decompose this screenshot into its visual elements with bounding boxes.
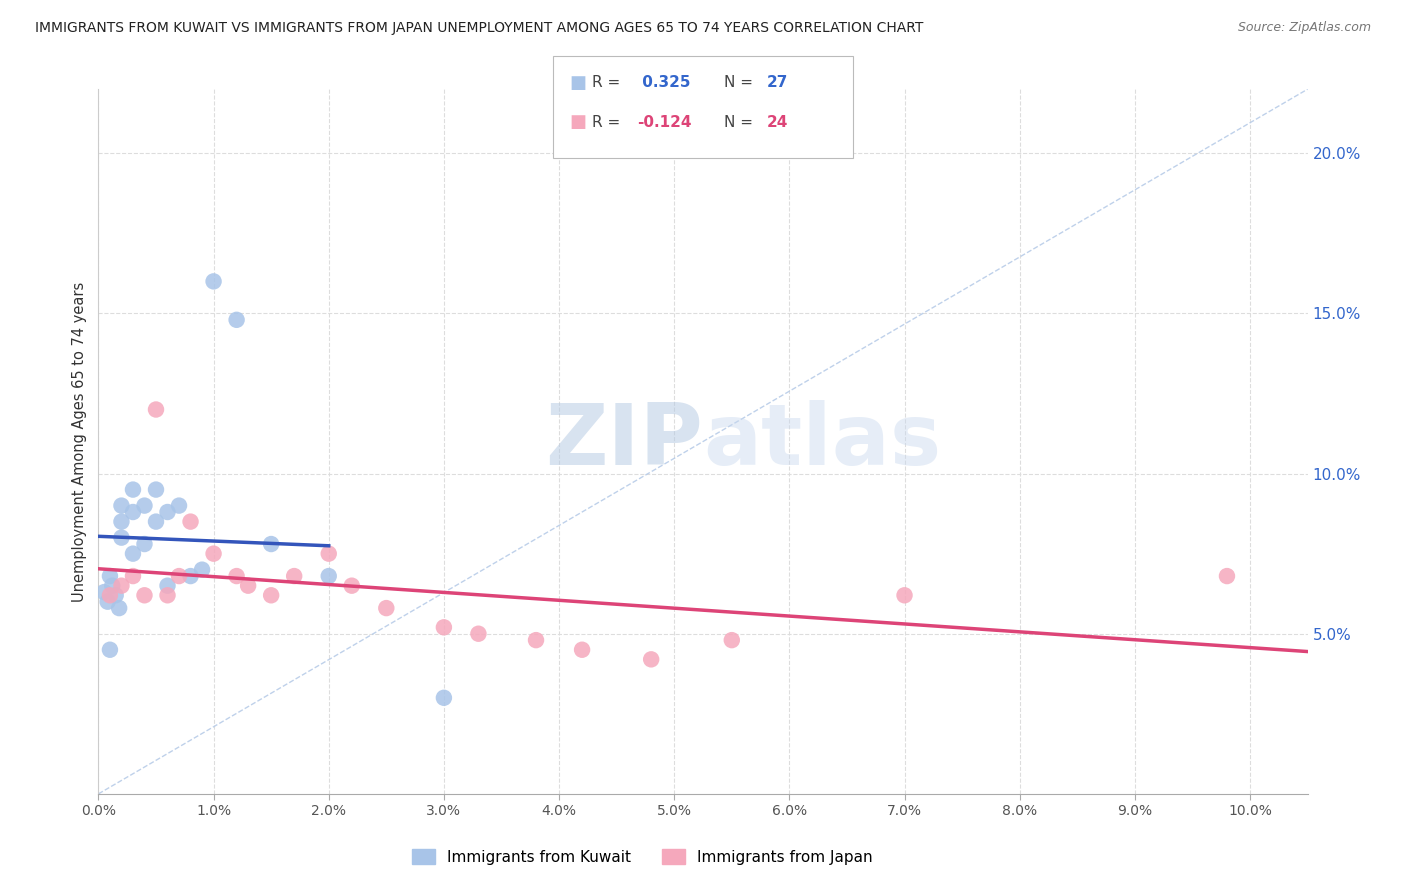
- Text: 24: 24: [766, 115, 787, 129]
- Point: [134, 537, 156, 551]
- Point: [260, 588, 283, 602]
- Text: R =: R =: [592, 76, 626, 90]
- Point: [893, 588, 915, 602]
- Point: [97, 595, 120, 609]
- Point: [180, 515, 202, 529]
- Point: [104, 588, 127, 602]
- Point: [318, 569, 340, 583]
- Text: -0.124: -0.124: [637, 115, 692, 129]
- Point: [433, 620, 456, 634]
- Point: [202, 547, 225, 561]
- Point: [134, 588, 156, 602]
- Point: [571, 642, 593, 657]
- Text: Source: ZipAtlas.com: Source: ZipAtlas.com: [1237, 21, 1371, 35]
- Point: [156, 588, 179, 602]
- Point: [1216, 569, 1239, 583]
- Point: [134, 499, 156, 513]
- Point: [283, 569, 305, 583]
- Point: [225, 313, 247, 327]
- Point: [98, 588, 121, 602]
- Point: [156, 579, 179, 593]
- Point: [467, 626, 489, 640]
- Text: atlas: atlas: [703, 400, 941, 483]
- Point: [640, 652, 662, 666]
- Point: [93, 585, 115, 599]
- Point: [145, 483, 167, 497]
- Text: 0.325: 0.325: [637, 76, 690, 90]
- Point: [260, 537, 283, 551]
- Point: [98, 569, 121, 583]
- Text: ■: ■: [569, 74, 586, 92]
- Point: [318, 547, 340, 561]
- Point: [225, 569, 247, 583]
- Text: N =: N =: [724, 115, 758, 129]
- Point: [122, 505, 145, 519]
- Point: [110, 499, 132, 513]
- Point: [122, 569, 145, 583]
- Text: ■: ■: [569, 113, 586, 131]
- Point: [340, 579, 363, 593]
- Text: ZIP: ZIP: [546, 400, 703, 483]
- Point: [122, 547, 145, 561]
- Legend: Immigrants from Kuwait, Immigrants from Japan: Immigrants from Kuwait, Immigrants from …: [406, 843, 879, 871]
- Point: [98, 642, 121, 657]
- Point: [110, 531, 132, 545]
- Point: [122, 483, 145, 497]
- Point: [110, 579, 132, 593]
- Text: IMMIGRANTS FROM KUWAIT VS IMMIGRANTS FROM JAPAN UNEMPLOYMENT AMONG AGES 65 TO 74: IMMIGRANTS FROM KUWAIT VS IMMIGRANTS FRO…: [35, 21, 924, 36]
- Point: [156, 505, 179, 519]
- Y-axis label: Unemployment Among Ages 65 to 74 years: Unemployment Among Ages 65 to 74 years: [72, 281, 87, 602]
- Point: [524, 633, 547, 648]
- Point: [101, 579, 124, 593]
- Point: [145, 515, 167, 529]
- Point: [236, 579, 259, 593]
- Text: 27: 27: [766, 76, 787, 90]
- Point: [167, 499, 190, 513]
- Point: [375, 601, 398, 615]
- Text: N =: N =: [724, 76, 758, 90]
- Point: [202, 274, 225, 288]
- Point: [108, 601, 131, 615]
- Point: [191, 563, 214, 577]
- Point: [720, 633, 742, 648]
- Point: [180, 569, 202, 583]
- Point: [433, 690, 456, 705]
- Point: [167, 569, 190, 583]
- Text: R =: R =: [592, 115, 626, 129]
- Point: [110, 515, 132, 529]
- Point: [145, 402, 167, 417]
